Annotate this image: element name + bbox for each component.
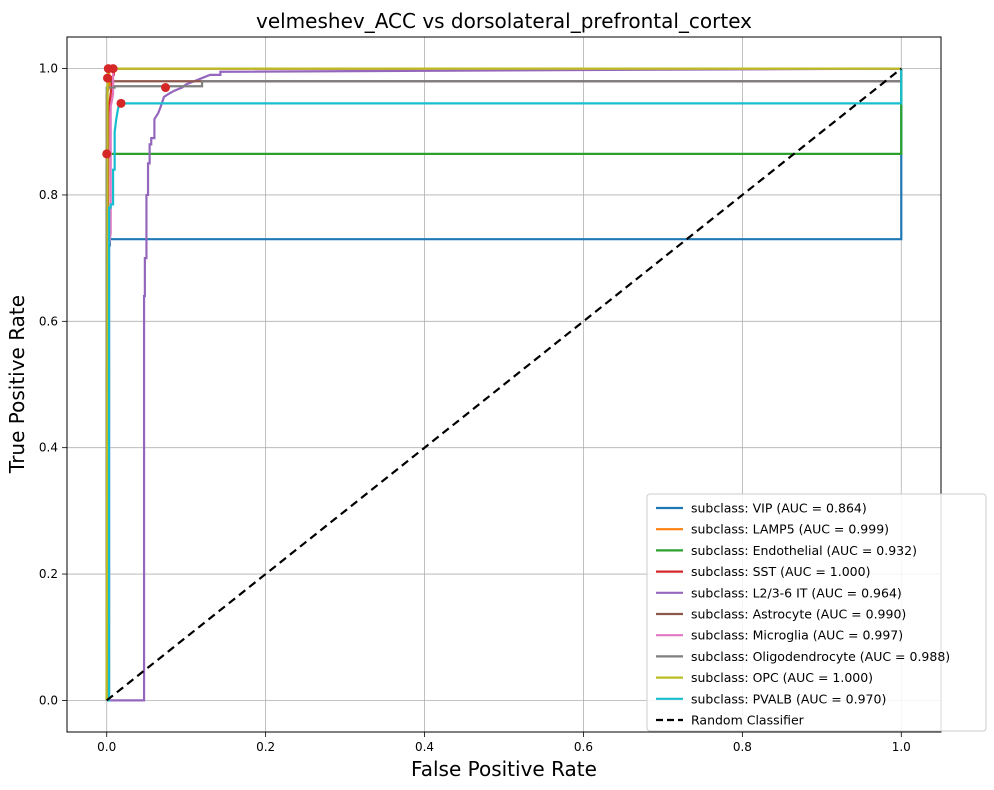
y-tick-label: 0.0 — [39, 693, 58, 707]
legend-label: subclass: VIP (AUC = 0.864) — [691, 501, 867, 516]
legend-label: subclass: Oligodendrocyte (AUC = 0.988) — [691, 649, 950, 664]
legend-label: subclass: SST (AUC = 1.000) — [691, 564, 870, 579]
legend: subclass: VIP (AUC = 0.864) subclass: LAM… — [646, 493, 987, 732]
x-axis-label: False Positive Rate — [411, 757, 597, 781]
legend-box — [646, 493, 987, 732]
threshold-marker — [103, 73, 113, 83]
x-tick-label: 0.0 — [97, 740, 116, 754]
x-tick-label: 0.4 — [415, 740, 434, 754]
x-tick-label: 0.6 — [574, 740, 593, 754]
y-tick-label: 0.2 — [39, 567, 58, 581]
y-tick-label: 0.6 — [39, 314, 58, 328]
threshold-marker — [108, 64, 118, 74]
legend-label: subclass: L2/3-6 IT (AUC = 0.964) — [691, 585, 902, 600]
chart-title: velmeshev_ACC vs dorsolateral_prefrontal… — [256, 9, 752, 33]
legend-label: subclass: Astrocyte (AUC = 0.990) — [691, 607, 906, 622]
threshold-marker — [161, 83, 171, 93]
y-axis-label: True Positive Rate — [5, 295, 29, 474]
threshold-marker — [116, 98, 126, 108]
plot-frame — [66, 36, 942, 733]
axis-ticks: 0.0 0.2 0.4 0.6 0.8 1.0 0.0 0.2 0.4 0.6 0.8 1.0 — [39, 62, 911, 754]
legend-label: subclass: OPC (AUC = 1.000) — [691, 670, 873, 685]
series-line-10 — [106, 67, 902, 702]
threshold-markers — [102, 64, 171, 159]
x-tick-label: 1.0 — [892, 740, 911, 754]
legend-label: subclass: Microglia (AUC = 0.997) — [691, 628, 903, 643]
y-tick-label: 1.0 — [39, 62, 58, 76]
x-tick-label: 0.2 — [256, 740, 275, 754]
y-tick-label: 0.4 — [39, 441, 58, 455]
legend-label: subclass: LAMP5 (AUC = 0.999) — [691, 522, 889, 537]
y-tick-label: 0.8 — [39, 188, 58, 202]
x-tick-label: 0.8 — [733, 740, 752, 754]
legend-label: Random Classifier — [691, 713, 805, 728]
legend-label: subclass: Endothelial (AUC = 0.932) — [691, 543, 917, 558]
threshold-marker — [102, 149, 112, 159]
legend-label: subclass: PVALB (AUC = 0.970) — [691, 691, 886, 706]
